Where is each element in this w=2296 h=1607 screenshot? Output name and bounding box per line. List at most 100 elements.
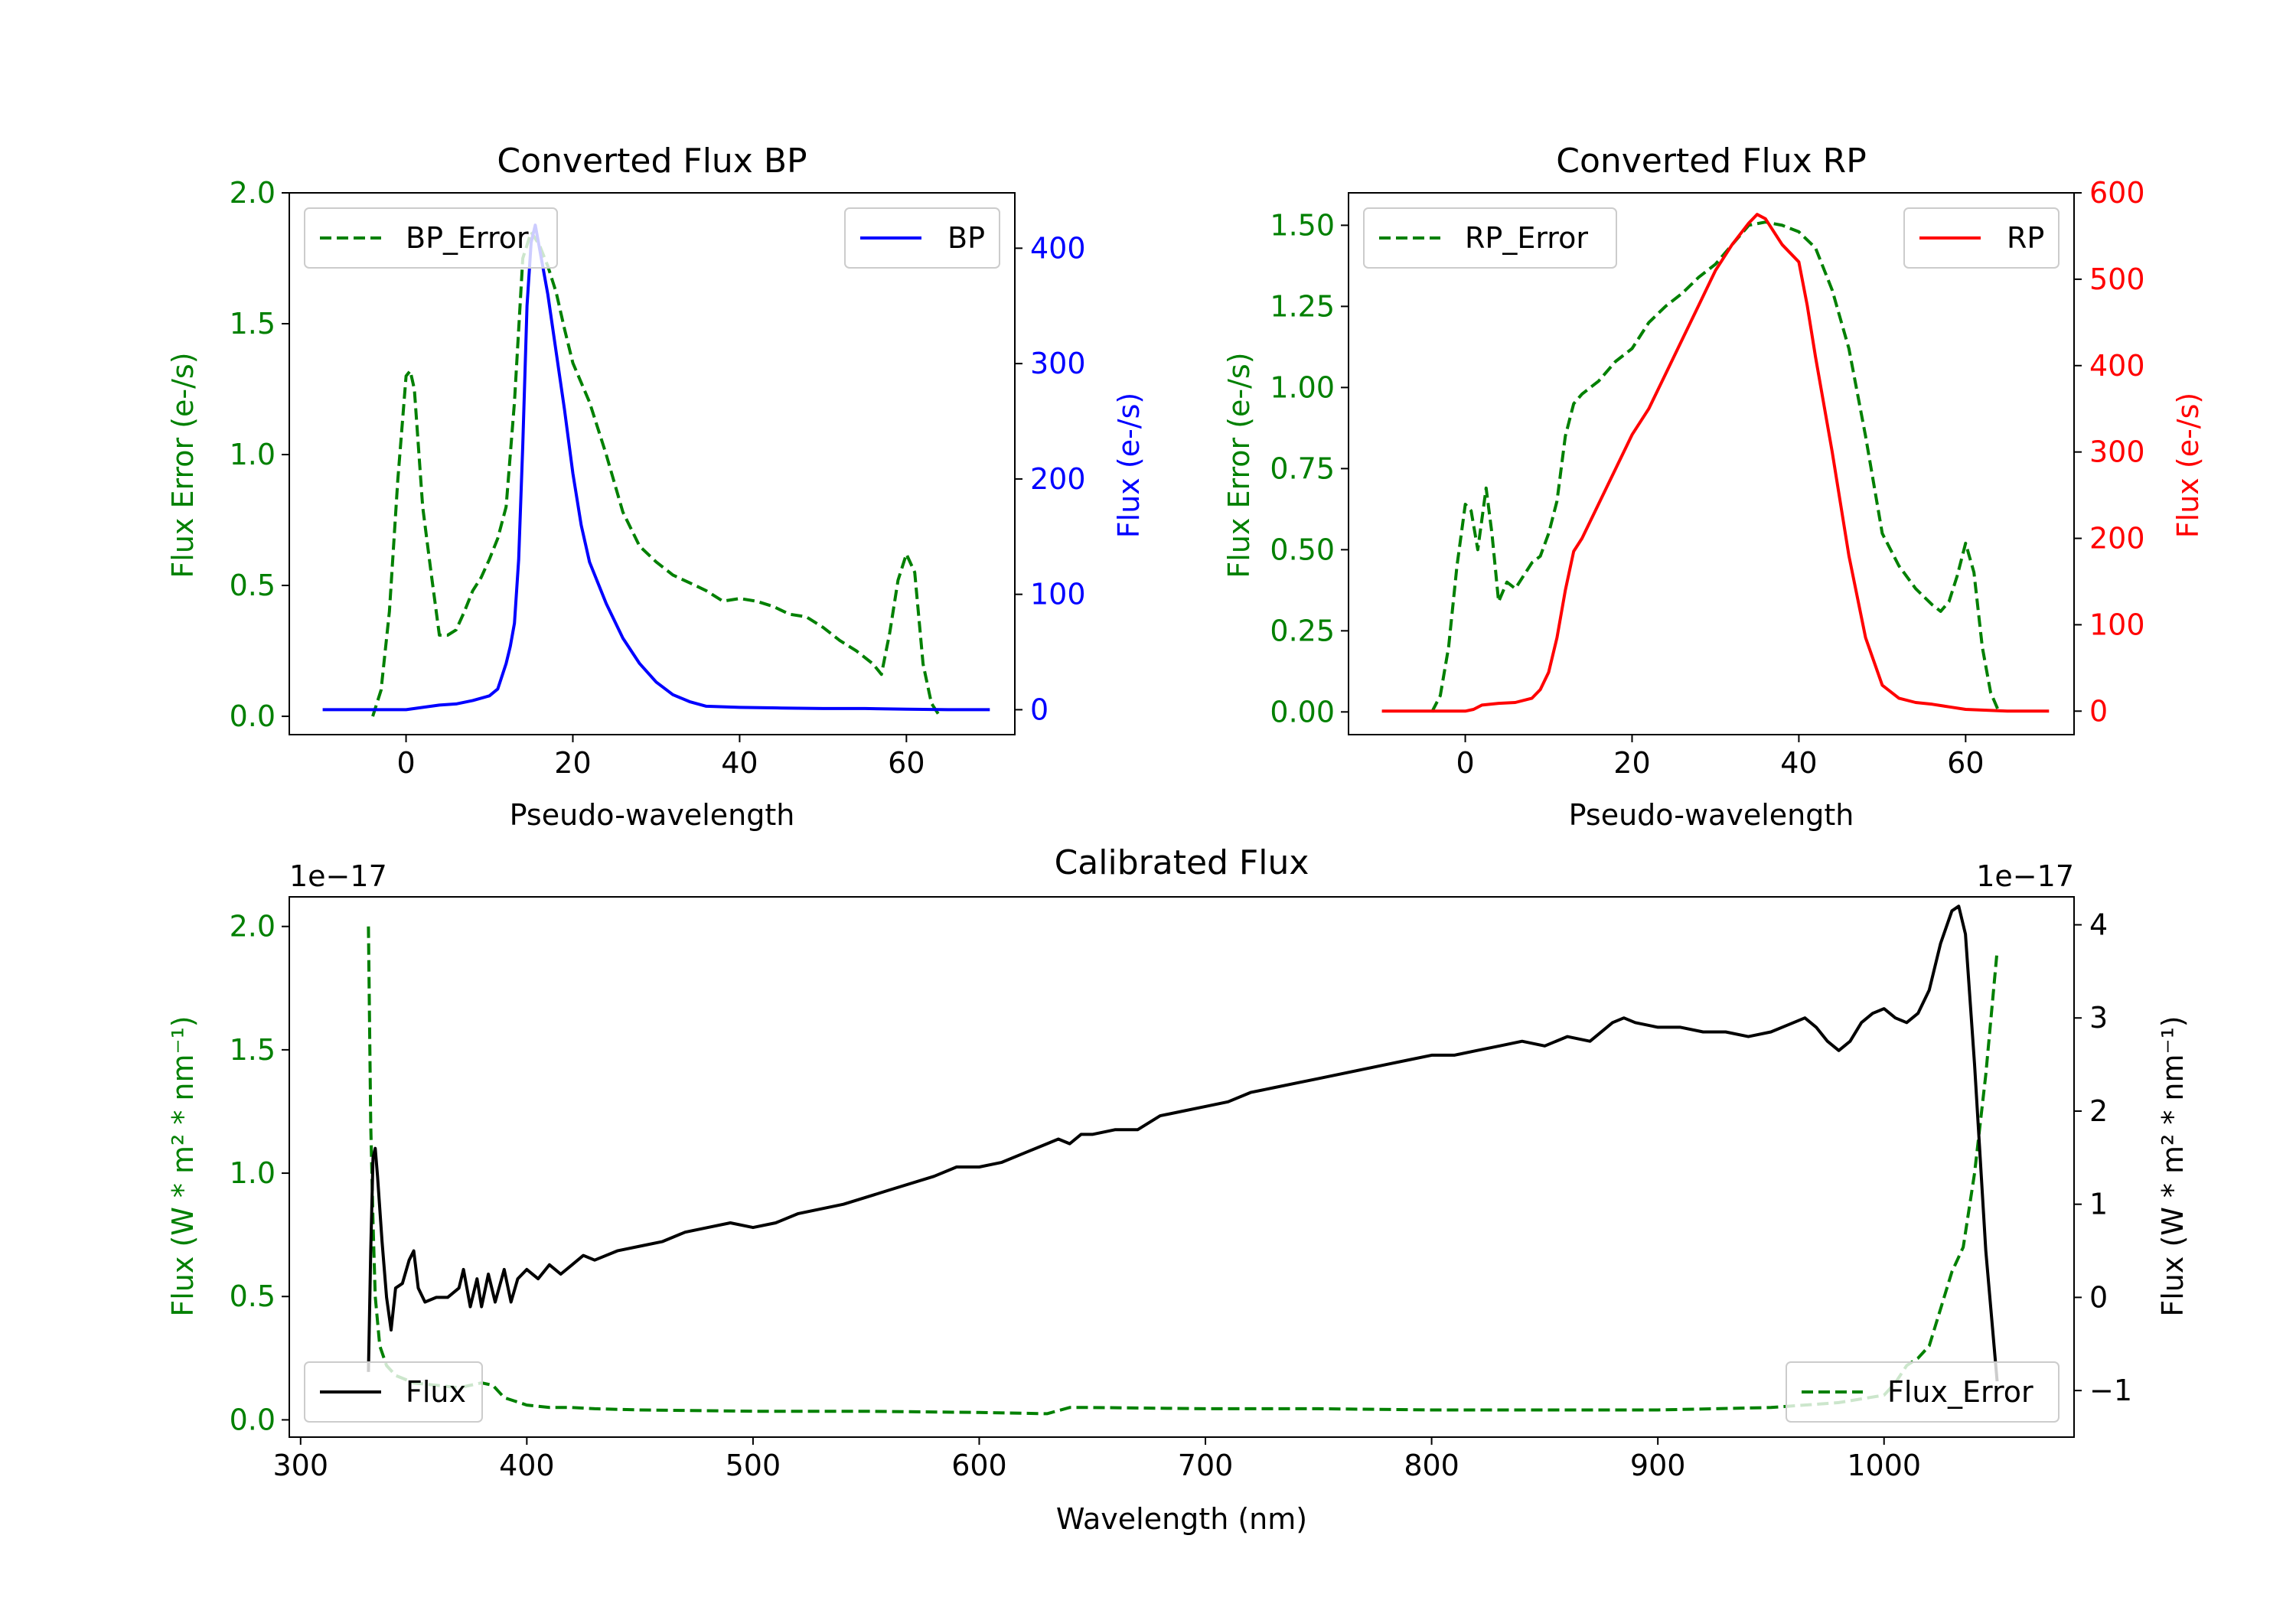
bp-panel: Converted Flux BP Pseudo-wavelength Flux… [166,142,1146,832]
calibrated-left-y-tick-label: 2.0 [230,910,276,944]
bp-legend-left-box [304,207,558,269]
bp-left-y-ticks: 0.0 0.5 1.0 1.5 2.0 [230,176,289,733]
rp-left-y-tick-label: 1.50 [1270,208,1335,242]
rp-series-layer [1381,213,2050,713]
rp-right-y-ticks: 0 100 200 300 400 500 600 [2074,176,2145,728]
calibrated-right-y-tick-label: 4 [2089,908,2108,942]
rp-panel: Converted Flux RP Pseudo-wavelength Flux… [1222,142,2205,832]
bp-left-y-tick-label: 0.0 [230,699,276,733]
calibrated-x-tick-label: 700 [1178,1449,1234,1482]
bp-right-y-tick-label: 400 [1030,231,1086,265]
calibrated-left-y-ticks: 0.0 0.5 1.0 1.5 2.0 [230,910,289,1436]
rp-legend-right-box [1903,207,2060,269]
bp-title: Converted Flux BP [497,142,807,181]
calibrated-series-layer [367,905,1999,1416]
rp-left-y-tick-label: 1.25 [1270,289,1335,323]
rp-right-y-tick-label: 0 [2089,694,2108,728]
flux-error-legend-box [1786,1361,2060,1423]
calibrated-x-tick-label: 300 [273,1449,329,1482]
flux-error-legend-label: Flux_Error [1887,1375,2033,1409]
rp-rp-error-line [1430,220,2001,713]
rp-x-axis-label: Pseudo-wavelength [1569,798,1854,832]
rp-x-tick-label: 40 [1780,746,1817,780]
rp-error-legend-label: RP_Error [1465,221,1588,255]
bp-y-axis-label-left: Flux Error (e-/s) [166,352,200,578]
calibrated-legend-right: Flux_Error [1786,1361,2060,1423]
bp-legend-label: BP [947,221,985,255]
rp-left-y-tick-label: 0.25 [1270,614,1335,647]
rp-x-tick-label: 0 [1456,746,1474,780]
bp-legend-left: BP_Error [304,207,558,269]
calibrated-x-tick-label: 600 [951,1449,1007,1482]
calibrated-flux-line [367,905,1999,1382]
rp-y-axis-label-left: Flux Error (e-/s) [1222,352,1256,578]
bp-legend-right: BP [844,207,1000,269]
calibrated-right-y-ticks: −1 0 1 2 3 4 [2074,908,2132,1407]
rp-plot-frame [1348,192,2075,735]
rp-left-y-tick-label: 0.00 [1270,695,1335,729]
rp-right-y-tick-label: 500 [2089,262,2145,296]
rp-x-tick-label: 60 [1947,746,1984,780]
calibrated-left-y-tick-label: 1.0 [230,1156,276,1190]
bp-series-layer [322,223,990,718]
calibrated-x-tick-label: 400 [499,1449,555,1482]
calibrated-x-tick-label: 900 [1630,1449,1686,1482]
calibrated-offset-right: 1e−17 [1976,859,2074,893]
bp-bp-error-line [371,230,941,718]
bp-error-legend-label: BP_Error [406,221,529,255]
rp-left-y-tick-label: 0.75 [1270,451,1335,485]
rp-right-y-tick-label: 400 [2089,349,2145,383]
calibrated-right-y-tick-label: 1 [2089,1188,2108,1221]
bp-bp-line [322,223,990,712]
calibrated-x-axis-label: Wavelength (nm) [1056,1502,1307,1536]
rp-title: Converted Flux RP [1556,142,1867,181]
calibrated-left-y-tick-label: 0.0 [230,1403,276,1436]
calibrated-x-ticks: 300 400 500 600 700 800 900 1000 [273,1437,1921,1482]
rp-left-y-tick-label: 0.50 [1270,533,1335,566]
rp-legend-left: RP_Error [1363,207,1617,269]
rp-right-y-tick-label: 100 [2089,608,2145,641]
rp-y-axis-label-right: Flux (e-/s) [2171,393,2205,538]
rp-right-y-tick-label: 200 [2089,522,2145,556]
bp-right-y-tick-label: 300 [1030,347,1086,380]
bp-left-y-tick-label: 2.0 [230,176,276,210]
calibrated-x-tick-label: 800 [1404,1449,1459,1482]
bp-x-tick-label: 20 [554,746,591,780]
flux-legend-label: Flux [406,1375,466,1409]
bp-x-tick-label: 0 [396,746,415,780]
bp-right-y-tick-label: 0 [1030,693,1049,726]
rp-right-y-tick-label: 300 [2089,435,2145,469]
rp-left-y-tick-label: 1.00 [1270,370,1335,404]
bp-right-y-ticks: 0 100 200 300 400 [1015,231,1086,726]
calibrated-panel: Calibrated Flux Wavelength (nm) 1e−17 1e… [166,843,2190,1536]
calibrated-y-axis-label-left: Flux (W * m² * nm⁻¹) [166,1015,200,1316]
calibrated-title: Calibrated Flux [1055,843,1309,882]
rp-rp-line [1381,213,2050,713]
rp-legend-label: RP [2007,221,2044,255]
bp-legend-right-box [844,207,1000,269]
bp-x-tick-label: 40 [721,746,758,780]
bp-y-axis-label-right: Flux (e-/s) [1112,393,1146,538]
rp-legend-right: RP [1903,207,2060,269]
calibrated-left-y-tick-label: 0.5 [230,1279,276,1313]
bp-x-tick-label: 60 [888,746,925,780]
bp-right-y-tick-label: 100 [1030,578,1086,611]
bp-left-y-tick-label: 0.5 [230,569,276,602]
bp-x-axis-label: Pseudo-wavelength [510,798,795,832]
rp-x-tick-label: 20 [1613,746,1650,780]
rp-right-y-tick-label: 600 [2089,176,2145,210]
rp-legend-left-box [1363,207,1617,269]
bp-left-y-tick-label: 1.0 [230,438,276,471]
bp-right-y-tick-label: 200 [1030,462,1086,496]
calibrated-flux-error-line [367,926,1999,1416]
calibrated-left-y-tick-label: 1.5 [230,1033,276,1067]
rp-left-y-ticks: 0.00 0.25 0.50 0.75 1.00 1.25 1.50 [1270,208,1349,729]
calibrated-x-tick-label: 1000 [1847,1449,1921,1482]
calibrated-legend-left: Flux [304,1361,483,1423]
bp-plot-frame [289,192,1016,735]
rp-x-ticks: 0 20 40 60 [1456,735,1985,780]
calibrated-x-tick-label: 500 [726,1449,781,1482]
calibrated-plot-frame [289,896,2075,1438]
flux-legend-box [304,1361,483,1423]
